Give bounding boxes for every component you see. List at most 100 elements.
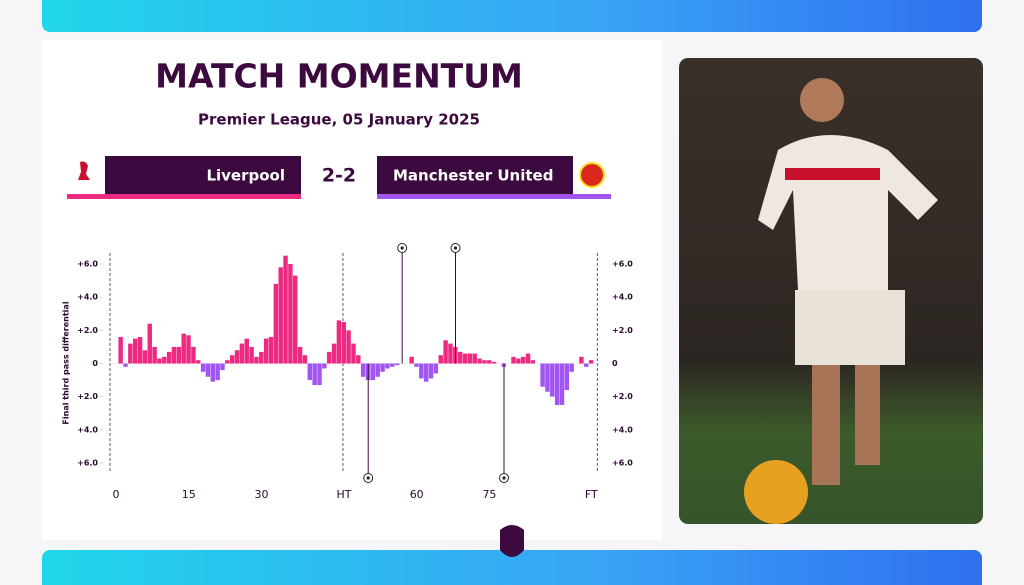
bar: [132, 338, 138, 364]
bottom-banner: [42, 550, 982, 585]
y-tick-label: 0: [92, 359, 98, 368]
bar: [394, 363, 400, 366]
bar: [191, 346, 196, 364]
y-tick-label: +2.0: [77, 326, 98, 335]
bar: [588, 360, 594, 364]
bar: [302, 355, 308, 364]
bar: [239, 343, 245, 364]
bar: [322, 363, 327, 369]
goal-marker-dot: [502, 476, 506, 480]
bar: [162, 356, 167, 364]
bar: [229, 355, 235, 364]
bar: [220, 363, 225, 371]
bar: [166, 351, 172, 364]
away-box: [377, 156, 573, 194]
bar: [443, 340, 448, 364]
bar: [176, 346, 182, 364]
bar: [380, 363, 385, 372]
x-tick-label: 0: [113, 488, 120, 501]
y-tick-label: +4.0: [77, 425, 98, 434]
x-tick-label: 60: [410, 488, 424, 501]
bar: [341, 322, 346, 364]
bar: [152, 346, 157, 364]
bar: [336, 320, 342, 364]
y-tick-label: +6.0: [77, 459, 98, 468]
x-tick-label: 15: [182, 488, 196, 501]
bar: [215, 363, 220, 381]
bar: [268, 336, 274, 364]
bar: [370, 363, 376, 381]
bar: [157, 358, 162, 364]
bar: [516, 358, 521, 364]
bar: [428, 363, 434, 379]
bar: [375, 363, 380, 377]
bar: [385, 363, 390, 369]
bar: [331, 343, 337, 364]
bar: [530, 360, 536, 364]
bar: [123, 363, 128, 367]
bar: [293, 275, 298, 364]
x-tick-label: HT: [336, 488, 351, 501]
bar: [326, 351, 332, 364]
bar: [487, 360, 492, 364]
goal-marker-dot: [366, 476, 370, 480]
bar: [307, 363, 313, 381]
y-axis-label: Final third pass differential: [62, 301, 71, 424]
bar: [210, 363, 216, 382]
bar: [564, 363, 570, 391]
bar: [482, 360, 487, 364]
goal-marker-dot: [400, 246, 404, 250]
bar: [433, 363, 439, 374]
goal-marker-dot: [453, 246, 458, 250]
bar: [351, 343, 356, 364]
y-tick-label-right: 0: [612, 359, 618, 368]
player-figure: [744, 78, 938, 524]
bar: [225, 360, 230, 364]
bar: [128, 343, 133, 364]
home-team: Liverpool: [206, 167, 285, 185]
bar: [254, 356, 259, 364]
y-tick-label-right: +4.0: [612, 425, 633, 434]
bar: [584, 363, 589, 367]
bar: [297, 346, 303, 364]
bar: [186, 335, 191, 364]
subtitle: Premier League, 05 January 2025: [198, 111, 480, 129]
bar: [137, 336, 143, 364]
y-tick-label-right: +6.0: [612, 459, 633, 468]
bar: [438, 355, 443, 364]
bar: [462, 353, 468, 364]
bar: [525, 353, 531, 364]
bar: [419, 363, 424, 379]
bar: [234, 350, 240, 364]
bar: [200, 363, 206, 372]
y-tick-label: +2.0: [77, 392, 98, 401]
bar: [559, 363, 565, 405]
panel: [42, 40, 662, 540]
y-tick-label: +4.0: [77, 293, 98, 302]
bar: [457, 351, 463, 364]
bar: [472, 353, 477, 364]
bar: [263, 338, 269, 364]
x-tick-label: 30: [255, 488, 269, 501]
bar: [448, 343, 453, 364]
bar: [283, 255, 288, 364]
bar: [554, 363, 560, 405]
home-logo: [78, 161, 90, 180]
away-underline: [377, 194, 611, 199]
bar: [390, 363, 395, 367]
bar: [511, 356, 516, 364]
bar: [317, 363, 322, 386]
bar: [244, 338, 249, 364]
bar: [346, 330, 351, 364]
y-tick-label-right: +2.0: [612, 326, 633, 335]
x-tick-label: FT: [585, 488, 598, 501]
bar: [540, 363, 545, 387]
x-tick-label: 75: [482, 488, 496, 501]
bar: [423, 363, 429, 382]
home-underline: [67, 194, 301, 199]
away-logo: [579, 162, 605, 188]
title: MATCH MOMENTUM: [155, 57, 523, 96]
home-box: [105, 156, 301, 194]
bar: [259, 351, 264, 364]
